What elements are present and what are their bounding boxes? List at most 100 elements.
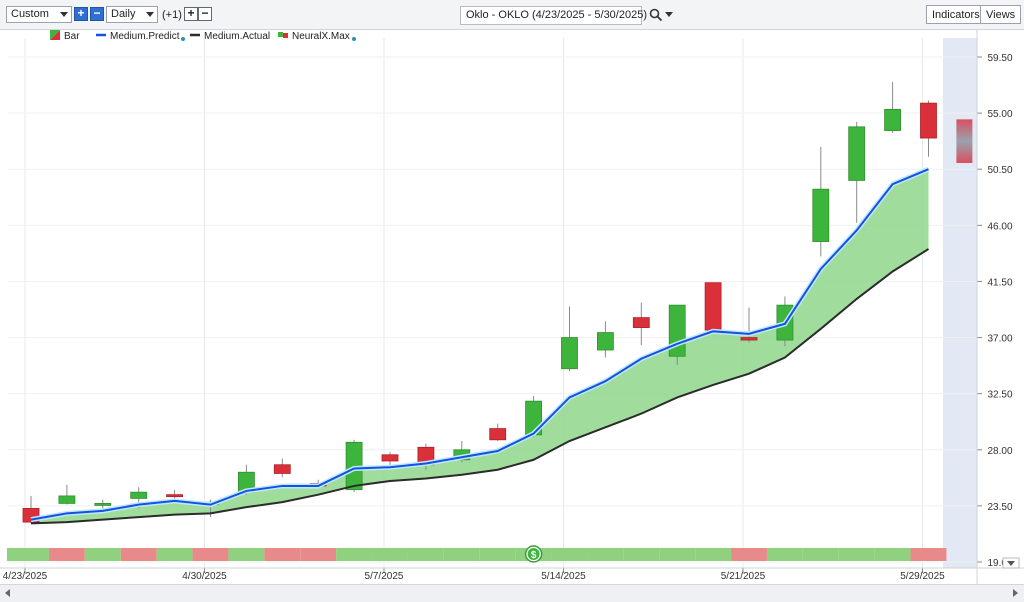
period-select[interactable]: Custom xyxy=(6,6,72,23)
offset-increase-button[interactable]: + xyxy=(184,7,198,21)
search-dropdown-icon[interactable] xyxy=(665,12,673,17)
status-dot-icon xyxy=(181,37,186,41)
signal-band-segment xyxy=(120,548,157,561)
candle xyxy=(884,81,901,134)
indicators-button[interactable]: Indicators xyxy=(926,5,986,24)
indicators-button-label: Indicators xyxy=(932,9,980,21)
signal-band-segment xyxy=(300,548,337,561)
predict-actual-fill xyxy=(31,169,929,524)
offset-decrease-button[interactable]: − xyxy=(198,7,212,21)
signal-band-segment xyxy=(228,548,265,561)
y-tick-label: 59.50 xyxy=(987,53,1012,64)
candle xyxy=(597,321,614,358)
signal-band-segment xyxy=(802,548,839,561)
legend-medium-predict-label: Medium.Predict xyxy=(110,31,180,42)
neuralx-series-icon xyxy=(278,32,288,38)
signal-band-segment xyxy=(264,548,301,561)
legend-neuralx-max[interactable]: NeuralX.Max xyxy=(278,30,356,42)
signal-band-segment xyxy=(695,548,732,561)
candle xyxy=(489,423,507,442)
neuralx-max-bar xyxy=(956,119,973,163)
x-tick-label: 5/29/2025 xyxy=(900,571,945,582)
offset-label: (+1) xyxy=(162,9,182,21)
y-tick-label: 19.00 xyxy=(987,558,1012,569)
candle xyxy=(848,121,866,223)
legend-medium-actual[interactable]: Medium.Actual xyxy=(190,30,270,42)
status-dot-icon xyxy=(351,37,356,41)
x-axis: 4/23/2025 4/30/2025 5/7/2025 5/14/2025 5/21/… xyxy=(3,568,945,582)
x-grid xyxy=(24,38,923,568)
signal-band: $ xyxy=(7,545,947,563)
zoom-in-button[interactable]: + xyxy=(74,7,88,21)
scroll-right-icon[interactable] xyxy=(1013,589,1018,597)
interval-select-label: Daily xyxy=(111,8,136,20)
scroll-left-icon[interactable] xyxy=(5,589,10,597)
candle xyxy=(561,306,578,372)
y-tick-label: 50.50 xyxy=(987,165,1012,176)
candle xyxy=(668,304,686,365)
candle-body xyxy=(489,428,507,441)
signal-band-segment xyxy=(874,548,911,561)
views-button-label: Views xyxy=(986,9,1016,21)
price-chart[interactable]: $ 59.50 55.00 50.50 46.00 41.50 37.00 32.50 28.… xyxy=(0,30,1024,584)
y-tick-label: 55.00 xyxy=(987,109,1012,120)
legend-medium-predict[interactable]: Medium.Predict xyxy=(96,30,186,42)
candle-body xyxy=(130,491,148,499)
candle-body xyxy=(812,188,830,242)
signal-band-segment xyxy=(443,548,480,561)
candle-body xyxy=(561,337,578,370)
x-tick-label: 5/7/2025 xyxy=(365,571,404,582)
candle-body xyxy=(58,495,76,504)
y-tick-label: 46.00 xyxy=(987,221,1012,232)
signal-band-segment xyxy=(156,548,193,561)
legend-neuralx-max-label: NeuralX.Max xyxy=(292,31,350,42)
legend-medium-actual-label: Medium.Actual xyxy=(204,31,271,42)
y-tick-label: 28.00 xyxy=(987,446,1012,457)
signal-band-segment xyxy=(7,548,49,561)
signal-band-segment xyxy=(623,548,660,561)
line-series-icon xyxy=(96,33,106,37)
medium-predict-line xyxy=(30,168,929,521)
candle-body xyxy=(597,332,614,351)
signal-band-segment xyxy=(84,548,121,561)
candle-body xyxy=(704,282,722,331)
dollar-marker-label: $ xyxy=(531,550,537,561)
y-tick-label: 37.00 xyxy=(987,334,1012,345)
signal-band-segment xyxy=(48,548,85,561)
candle xyxy=(166,489,184,499)
y-axis: 59.50 55.00 50.50 46.00 41.50 37.00 32.50 28.00… xyxy=(977,53,1013,569)
x-tick-label: 5/21/2025 xyxy=(721,571,766,582)
signal-band-segment xyxy=(551,548,588,561)
candle xyxy=(704,282,722,334)
candle-body xyxy=(381,454,399,462)
signal-band-segment xyxy=(838,548,875,561)
medium-actual-line xyxy=(30,248,930,525)
forecast-region xyxy=(943,38,977,568)
zoom-out-button[interactable]: − xyxy=(90,7,104,21)
chart-title: Oklo - OKLO (4/23/2025 - 5/30/2025) xyxy=(460,6,647,25)
signal-band-segment xyxy=(910,548,947,561)
chevron-down-icon xyxy=(146,12,154,17)
candle xyxy=(273,458,291,478)
candle xyxy=(94,499,112,509)
legend-bar[interactable]: Bar xyxy=(50,30,80,42)
y-scroll-down-button[interactable] xyxy=(1002,557,1020,569)
candle-body xyxy=(740,337,758,341)
candle-body xyxy=(884,108,901,131)
signal-band-segment xyxy=(659,548,696,561)
chart-toolbar: Custom + − Daily (+1) + − Oklo - OKLO (4… xyxy=(0,0,1024,30)
horizontal-scrollbar[interactable] xyxy=(0,584,1024,602)
period-select-label: Custom xyxy=(11,8,49,20)
search-icon[interactable] xyxy=(649,8,663,22)
signal-band-segment xyxy=(372,548,408,561)
candle xyxy=(58,484,76,505)
candle-body xyxy=(848,126,866,181)
legend-bar-label: Bar xyxy=(64,31,80,42)
candle-body xyxy=(166,494,184,498)
signal-band-segment xyxy=(731,548,767,561)
interval-select[interactable]: Daily xyxy=(106,6,158,23)
x-tick-label: 5/14/2025 xyxy=(541,571,586,582)
views-button[interactable]: Views xyxy=(980,5,1022,24)
y-tick-label: 23.50 xyxy=(987,502,1012,513)
candles xyxy=(22,81,937,524)
